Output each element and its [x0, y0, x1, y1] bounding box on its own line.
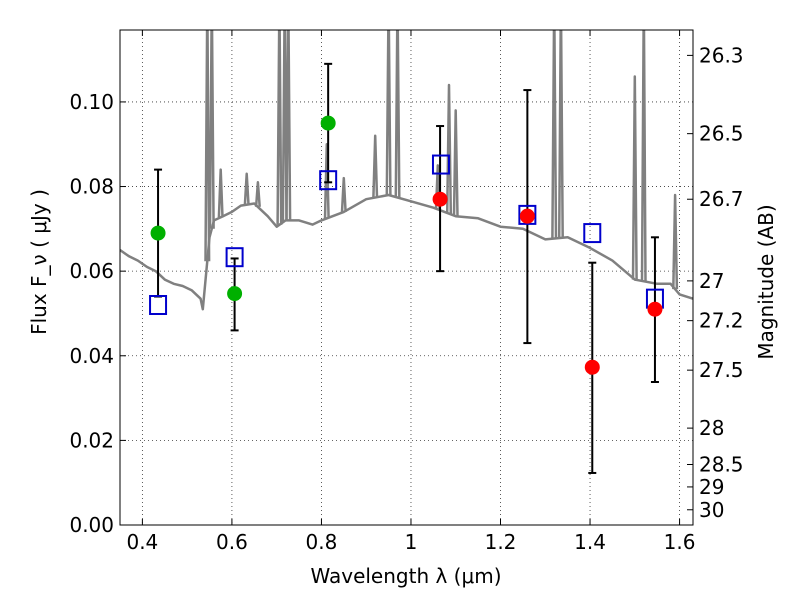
y2-tick-label: 28 [699, 416, 724, 440]
emission-line [385, 30, 392, 196]
axis-layer: 0.4 0.6 0.8 1 1.2 1.4 1.6 0.00 0.02 0.04 0.06 0.08 0… [69, 30, 744, 554]
emission-line [551, 30, 558, 239]
x-axis-label: Wavelength λ (μm) [310, 564, 501, 588]
y2-tick-label: 27.5 [699, 358, 744, 382]
emission-line [394, 30, 401, 198]
emission-line [445, 83, 453, 214]
red-data-point [647, 301, 663, 317]
y-tick-label: 0.02 [69, 428, 114, 452]
model-square-marker [431, 154, 450, 175]
green-data-point [150, 225, 166, 241]
x-tick-label: 1.4 [574, 530, 606, 554]
x-tick-label: 1.2 [485, 530, 517, 554]
emission-line [276, 30, 283, 225]
y-tick-label: 0.08 [69, 175, 114, 199]
x-tick-label: 0.4 [126, 530, 158, 554]
emission-line [631, 75, 638, 280]
x-tick-label: 1.6 [664, 530, 696, 554]
red-data-point [519, 208, 535, 224]
green-data-point [320, 115, 336, 131]
green-data-point [227, 286, 243, 302]
emission-line [323, 142, 330, 219]
y2-tick-label: 30 [699, 498, 724, 522]
y2-tick-label: 27 [699, 269, 724, 293]
x-tick-label: 0.8 [306, 530, 338, 554]
red-data-point [584, 359, 600, 375]
model-square-marker [583, 223, 602, 244]
emission-line [254, 181, 261, 207]
emission-line [672, 193, 679, 290]
y2-tick-label: 27.2 [699, 309, 744, 333]
emission-line [452, 109, 459, 217]
emission-line [208, 30, 215, 229]
x-tick-label: 1 [405, 530, 418, 554]
emission-line [640, 30, 647, 282]
y-tick-label: 0.06 [69, 259, 114, 283]
emission-line [285, 30, 292, 221]
y2-tick-label: 26.3 [699, 43, 744, 67]
emission-line [372, 134, 379, 198]
red-data-point [432, 191, 448, 207]
model-square-marker [149, 295, 168, 315]
emission-line [243, 172, 250, 205]
model-square-marker [319, 170, 338, 191]
y-tick-label: 0.00 [69, 513, 114, 537]
model-square-marker [225, 247, 244, 268]
model-spectrum-layer [120, 30, 693, 311]
plot-frame [119, 29, 694, 526]
x-tick-label: 0.6 [216, 530, 248, 554]
data-point-layer [149, 115, 664, 375]
grid [120, 30, 693, 526]
emission-line [340, 176, 347, 212]
y2-axis-label: Magnitude (AB) [754, 204, 778, 359]
y-tick-label: 0.10 [69, 90, 114, 114]
emission-line [557, 30, 564, 238]
y2-tick-label: 26.7 [699, 187, 744, 211]
y-axis-label: Flux F_ν ( μJy ) [27, 189, 51, 335]
y2-tick-label: 28.5 [699, 453, 744, 477]
model-square-marker [518, 204, 537, 225]
y2-tick-label: 26.5 [699, 122, 744, 146]
y2-tick-label: 29 [699, 475, 724, 499]
plot-background [120, 30, 693, 525]
y-tick-label: 0.04 [69, 344, 114, 368]
emission-line [217, 168, 224, 218]
model-spectrum-line [120, 193, 693, 311]
emission-line [204, 30, 211, 262]
